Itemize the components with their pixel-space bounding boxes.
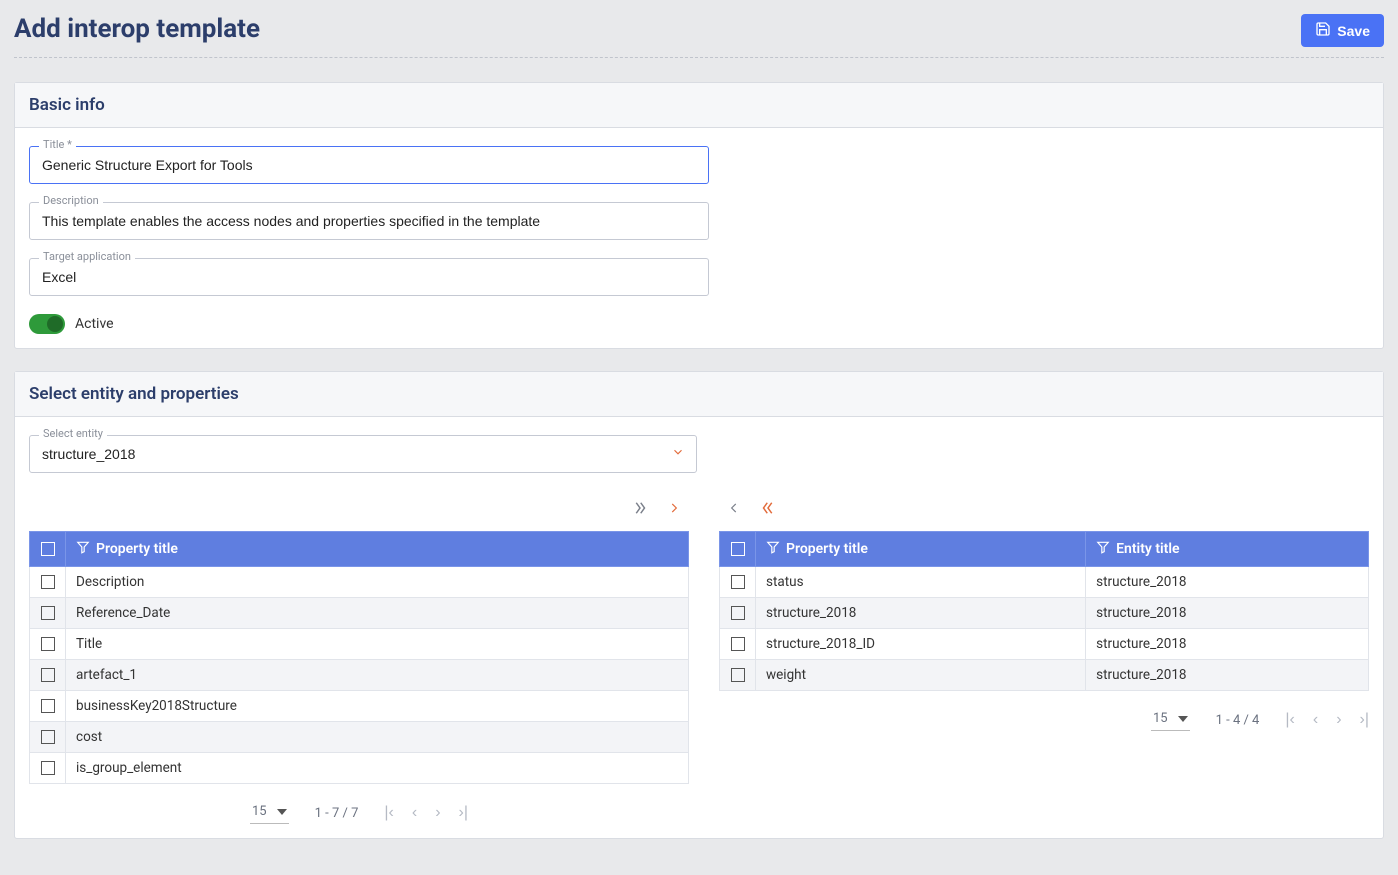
row-checkbox[interactable]	[41, 575, 55, 589]
caret-down-icon	[277, 804, 287, 819]
row-checkbox[interactable]	[731, 637, 745, 651]
table-row[interactable]: weightstructure_2018	[720, 660, 1369, 691]
right-page-size-value: 15	[1153, 711, 1168, 726]
table-row[interactable]: Title	[30, 629, 689, 660]
property-cell: is_group_element	[66, 753, 689, 784]
basic-info-panel: Basic info Title * Description Target ap…	[14, 82, 1384, 349]
active-toggle[interactable]	[29, 314, 65, 334]
target-app-input[interactable]	[29, 258, 709, 296]
row-checkbox[interactable]	[41, 761, 55, 775]
save-button[interactable]: Save	[1301, 14, 1384, 47]
entity-cell: structure_2018	[1086, 567, 1369, 598]
table-row[interactable]: structure_2018_IDstructure_2018	[720, 629, 1369, 660]
entity-cell: structure_2018	[1086, 660, 1369, 691]
row-checkbox[interactable]	[41, 730, 55, 744]
row-checkbox[interactable]	[41, 637, 55, 651]
property-cell: Title	[66, 629, 689, 660]
right-prev-page-button[interactable]: ‹	[1313, 711, 1318, 729]
move-all-right-button[interactable]	[625, 497, 655, 525]
table-row[interactable]: Description	[30, 567, 689, 598]
title-input[interactable]	[29, 146, 709, 184]
select-all-left-checkbox[interactable]	[41, 542, 55, 556]
property-cell: artefact_1	[66, 660, 689, 691]
move-all-left-button[interactable]	[753, 497, 783, 525]
filter-icon[interactable]	[1096, 540, 1110, 558]
property-cell: Description	[66, 567, 689, 598]
right-col-property-header: Property title	[786, 541, 868, 557]
description-label: Description	[39, 194, 103, 207]
table-row[interactable]: artefact_1	[30, 660, 689, 691]
target-app-label: Target application	[39, 250, 135, 263]
right-last-page-button[interactable]: ›|	[1360, 711, 1369, 729]
left-prev-page-button[interactable]: ‹	[412, 804, 417, 822]
select-all-right-checkbox[interactable]	[731, 542, 745, 556]
move-left-button[interactable]	[723, 497, 745, 525]
table-row[interactable]: cost	[30, 722, 689, 753]
entity-panel: Select entity and properties Select enti…	[14, 371, 1384, 839]
entity-heading: Select entity and properties	[15, 372, 1383, 417]
row-checkbox[interactable]	[41, 699, 55, 713]
left-col-property-header: Property title	[96, 541, 178, 557]
filter-icon[interactable]	[76, 540, 90, 558]
page-title: Add interop template	[14, 14, 260, 44]
basic-info-heading: Basic info	[15, 83, 1383, 128]
left-next-page-button[interactable]: ›	[435, 804, 440, 822]
right-pager: 15 1 - 4 / 4 |‹ ‹ › ›|	[719, 709, 1369, 731]
entity-cell: structure_2018	[1086, 629, 1369, 660]
table-row[interactable]: is_group_element	[30, 753, 689, 784]
property-cell: structure_2018	[756, 598, 1086, 629]
left-page-size-select[interactable]: 15	[250, 802, 289, 824]
left-range-label: 1 - 7 / 7	[315, 806, 359, 821]
property-cell: businessKey2018Structure	[66, 691, 689, 722]
row-checkbox[interactable]	[41, 606, 55, 620]
active-label: Active	[75, 316, 114, 332]
available-properties-table: Property title DescriptionReference_Date…	[29, 531, 689, 784]
property-cell: cost	[66, 722, 689, 753]
select-entity-label: Select entity	[39, 427, 107, 440]
description-input[interactable]	[29, 202, 709, 240]
right-col-entity-header: Entity title	[1116, 541, 1179, 557]
right-page-size-select[interactable]: 15	[1151, 709, 1190, 731]
property-cell: status	[756, 567, 1086, 598]
property-cell: Reference_Date	[66, 598, 689, 629]
right-next-page-button[interactable]: ›	[1336, 711, 1341, 729]
selected-properties-table: Property title Entity title	[719, 531, 1369, 691]
left-page-size-value: 15	[252, 804, 267, 819]
table-row[interactable]: structure_2018structure_2018	[720, 598, 1369, 629]
save-button-label: Save	[1337, 23, 1370, 39]
left-pager: 15 1 - 7 / 7 |‹ ‹ › ›|	[29, 802, 689, 824]
table-row[interactable]: statusstructure_2018	[720, 567, 1369, 598]
property-cell: weight	[756, 660, 1086, 691]
right-range-label: 1 - 4 / 4	[1216, 713, 1260, 728]
move-right-button[interactable]	[663, 497, 685, 525]
row-checkbox[interactable]	[41, 668, 55, 682]
filter-icon[interactable]	[766, 540, 780, 558]
save-icon	[1315, 21, 1331, 40]
table-row[interactable]: businessKey2018Structure	[30, 691, 689, 722]
title-label: Title *	[39, 138, 76, 151]
property-cell: structure_2018_ID	[756, 629, 1086, 660]
table-row[interactable]: Reference_Date	[30, 598, 689, 629]
row-checkbox[interactable]	[731, 668, 745, 682]
select-entity-dropdown[interactable]	[29, 435, 697, 473]
caret-down-icon	[1178, 711, 1188, 726]
right-first-page-button[interactable]: |‹	[1285, 711, 1294, 729]
row-checkbox[interactable]	[731, 575, 745, 589]
left-last-page-button[interactable]: ›|	[459, 804, 468, 822]
row-checkbox[interactable]	[731, 606, 745, 620]
entity-cell: structure_2018	[1086, 598, 1369, 629]
left-first-page-button[interactable]: |‹	[384, 804, 393, 822]
